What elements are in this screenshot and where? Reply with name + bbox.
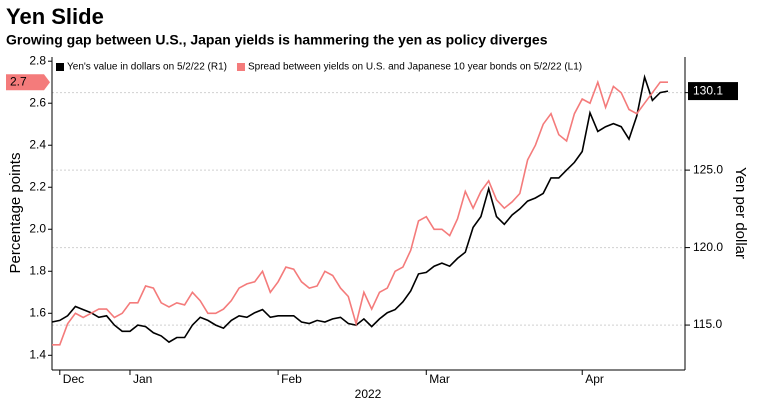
last-value-box	[688, 82, 738, 101]
y2-axis-label: Yen per dollar	[732, 167, 749, 259]
y-tick-label: 2.8	[29, 53, 46, 67]
x-axis-label: 2022	[355, 387, 382, 401]
y2-tick-label: 125.0	[693, 162, 723, 176]
legend-swatch	[236, 63, 245, 71]
x-tick-label: Dec	[63, 372, 84, 386]
y-tick-label: 1.8	[29, 263, 46, 277]
series-line	[51, 74, 669, 344]
last-value-box	[6, 74, 50, 91]
legend-label: Spread between yields on U.S. and Japane…	[248, 62, 582, 73]
x-tick-label: Apr	[585, 372, 604, 386]
series-line	[52, 79, 668, 346]
legend-swatch	[56, 63, 64, 71]
x-tick-label: Mar	[429, 372, 450, 386]
y2-tick-label: 115.0	[693, 317, 722, 331]
y-tick-label: 2.2	[29, 179, 46, 193]
y-tick-label: 2.0	[29, 221, 46, 235]
y-tick-label: 2.6	[29, 95, 46, 109]
y2-tick-label: 120.0	[693, 240, 723, 254]
last-value-label: 130.1	[693, 83, 723, 97]
legend-label: Yen's value in dollars on 5/2/22 (R1)	[67, 62, 227, 73]
y-tick-label: 1.4	[29, 347, 46, 361]
chart-subtitle: Growing gap between U.S., Japan yields i…	[6, 32, 548, 48]
y-tick-label: 1.6	[29, 305, 46, 319]
y-tick-label: 2.4	[29, 137, 46, 151]
x-tick-label: Jan	[133, 372, 152, 386]
chart-title: Yen Slide	[6, 4, 104, 29]
y-axis-label: Percentage points	[7, 153, 24, 274]
last-value-label: 2.7	[10, 74, 27, 88]
x-tick-label: Feb	[281, 372, 302, 386]
